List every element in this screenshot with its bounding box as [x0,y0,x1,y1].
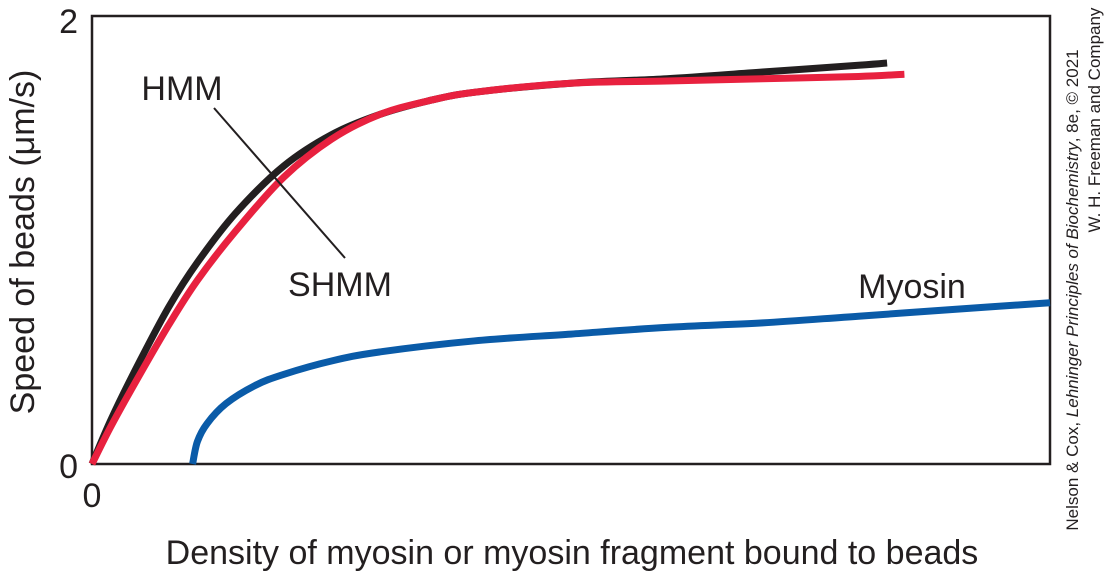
leader-layer [213,107,346,259]
leader-line-hmm-shmm [213,107,346,259]
y-tick-label-bottom: 0 [59,448,78,486]
y-tick-label-top: 2 [59,3,78,41]
annotation-shmm: SHMM [288,266,392,304]
credit-line-1: Nelson & Cox, Lehninger Principles of Bi… [1063,49,1082,530]
series-line-shmm [88,70,905,466]
y-axis-label: Speed of beads (μm/s) [4,70,42,415]
plot-frame [90,14,1052,466]
annotation-myosin: Myosin [858,268,966,306]
annotation-hmm: HMM [141,70,222,108]
series-line-myosin [189,299,1051,465]
x-tick-label-origin: 0 [83,477,102,515]
credit-line-2: W. H. Freeman and Company [1085,7,1104,232]
series-layer [88,59,1051,466]
x-axis-label: Density of myosin or myosin fragment bou… [166,534,979,572]
